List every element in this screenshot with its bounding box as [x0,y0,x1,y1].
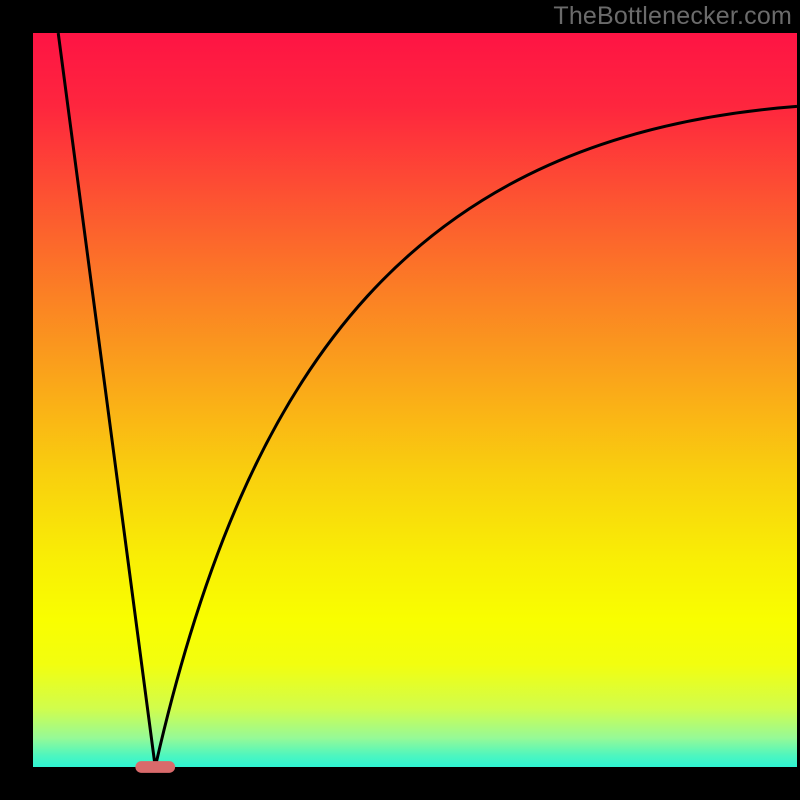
bottleneck-chart [0,0,800,800]
gradient-background [33,33,797,767]
optimal-marker [135,761,175,773]
watermark-text: TheBottlenecker.com [553,2,792,31]
